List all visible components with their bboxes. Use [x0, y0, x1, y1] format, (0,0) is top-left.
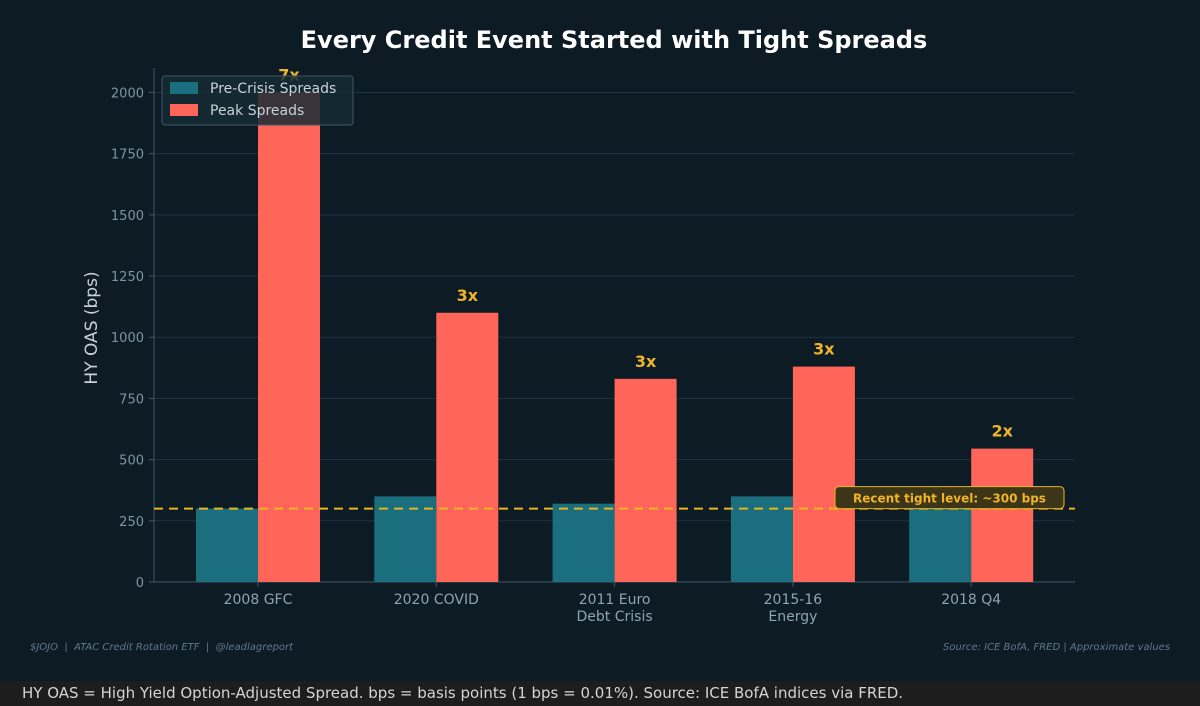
reference-line-group: Recent tight level: ~300 bps: [154, 486, 1075, 510]
multiplier-label: 2x: [991, 422, 1013, 441]
bar-pre-crisis: [374, 496, 437, 582]
legend-label: Peak Spreads: [210, 103, 304, 119]
bars: [196, 92, 1034, 582]
y-tick-label: 250: [119, 515, 144, 530]
y-tick-label: 1750: [111, 148, 144, 163]
caption-bar: HY OAS = High Yield Option-Adjusted Spre…: [0, 681, 1200, 706]
multiplier-label: 3x: [635, 352, 657, 371]
bar-pre-crisis: [552, 503, 615, 582]
bar-peak: [436, 312, 499, 582]
footer-right: Source: ICE BofA, FRED | Approximate val…: [943, 642, 1170, 653]
chart-title: Every Credit Event Started with Tight Sp…: [301, 26, 928, 54]
legend: Pre-Crisis Spreads Peak Spreads: [161, 75, 354, 126]
y-tick-label: 2000: [111, 86, 144, 101]
footer-left: $JOJO | ATAC Credit Rotation ETF | @lead…: [30, 642, 294, 653]
y-tick-label: 1500: [111, 209, 144, 224]
y-tick-label: 0: [136, 576, 144, 591]
y-tick-label: 1250: [111, 270, 144, 285]
bar-peak: [614, 378, 677, 582]
multiplier-label: 3x: [457, 286, 479, 305]
x-tick-label: 2015-16: [764, 592, 823, 608]
bar-peak: [971, 448, 1034, 582]
y-tick-label: 750: [119, 392, 144, 407]
x-tick-label: 2018 Q4: [941, 592, 1001, 608]
bar-peak: [792, 366, 855, 582]
x-tick-label: Energy: [768, 609, 817, 625]
multiplier-label: 3x: [813, 340, 835, 359]
legend-label: Pre-Crisis Spreads: [210, 81, 336, 97]
legend-swatch-pre-crisis: [170, 82, 198, 94]
x-tick-label: 2008 GFC: [224, 592, 293, 608]
y-tick-label: 500: [119, 454, 144, 469]
x-tick-label: 2020 COVID: [394, 592, 479, 608]
bar-pre-crisis: [730, 496, 793, 582]
x-tick-label: 2011 Euro: [579, 592, 651, 608]
caption-text: HY OAS = High Yield Option-Adjusted Spre…: [22, 684, 904, 702]
legend-swatch-peak: [170, 104, 198, 116]
reference-label: Recent tight level: ~300 bps: [853, 492, 1046, 506]
y-axis-label: HY OAS (bps): [82, 271, 102, 384]
bar-pre-crisis: [196, 508, 258, 582]
x-tick-label: Debt Crisis: [577, 609, 653, 625]
chart: Every Credit Event Started with Tight Sp…: [30, 26, 1170, 653]
bar-peak: [258, 92, 320, 582]
reference-label-box: [834, 486, 1065, 510]
y-tick-label: 1000: [111, 331, 144, 346]
bar-pre-crisis: [909, 508, 972, 582]
legend-box: [161, 75, 354, 126]
y-axis-ticks: 0 250 500 750 1000 1250 1500 1750 2000: [111, 86, 154, 591]
